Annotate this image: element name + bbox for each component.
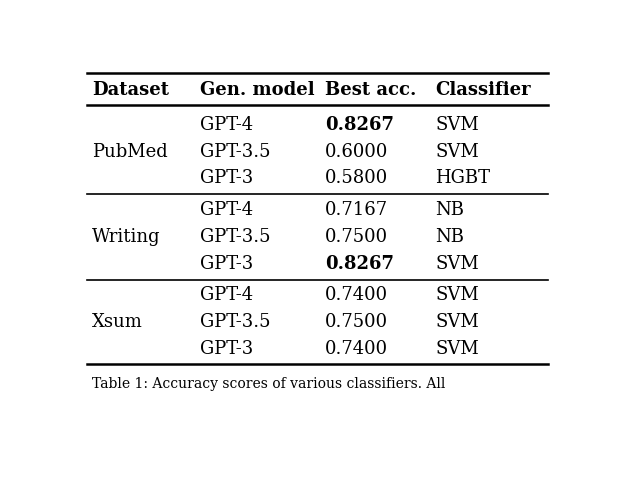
Text: Dataset: Dataset [92,81,169,99]
Text: 0.7167: 0.7167 [325,201,388,219]
Text: GPT-3.5: GPT-3.5 [200,314,270,331]
Text: 0.7500: 0.7500 [325,228,388,246]
Text: 0.7500: 0.7500 [325,314,388,331]
Text: GPT-4: GPT-4 [200,201,253,219]
Text: NB: NB [435,201,464,219]
Text: NB: NB [435,228,464,246]
Text: Table 1: Accuracy scores of various classifiers. All: Table 1: Accuracy scores of various clas… [92,377,445,391]
Text: 0.7400: 0.7400 [325,340,388,358]
Text: Classifier: Classifier [435,81,531,99]
Text: Xsum: Xsum [92,314,143,331]
Text: 0.7400: 0.7400 [325,286,388,304]
Text: GPT-4: GPT-4 [200,116,253,134]
Text: GPT-3: GPT-3 [200,255,254,273]
Text: 0.8267: 0.8267 [325,255,394,273]
Text: SVM: SVM [435,314,479,331]
Text: Writing: Writing [92,228,161,246]
Text: SVM: SVM [435,116,479,134]
Text: GPT-3.5: GPT-3.5 [200,142,270,161]
Text: 0.5800: 0.5800 [325,170,388,187]
Text: 0.6000: 0.6000 [325,142,388,161]
Text: GPT-3: GPT-3 [200,340,254,358]
Text: GPT-3: GPT-3 [200,170,254,187]
Text: SVM: SVM [435,255,479,273]
Text: Gen. model: Gen. model [200,81,315,99]
Text: 0.8267: 0.8267 [325,116,394,134]
Text: HGBT: HGBT [435,170,490,187]
Text: SVM: SVM [435,286,479,304]
Text: PubMed: PubMed [92,142,167,161]
Text: GPT-4: GPT-4 [200,286,253,304]
Text: Best acc.: Best acc. [325,81,417,99]
Text: SVM: SVM [435,340,479,358]
Text: GPT-3.5: GPT-3.5 [200,228,270,246]
Text: SVM: SVM [435,142,479,161]
